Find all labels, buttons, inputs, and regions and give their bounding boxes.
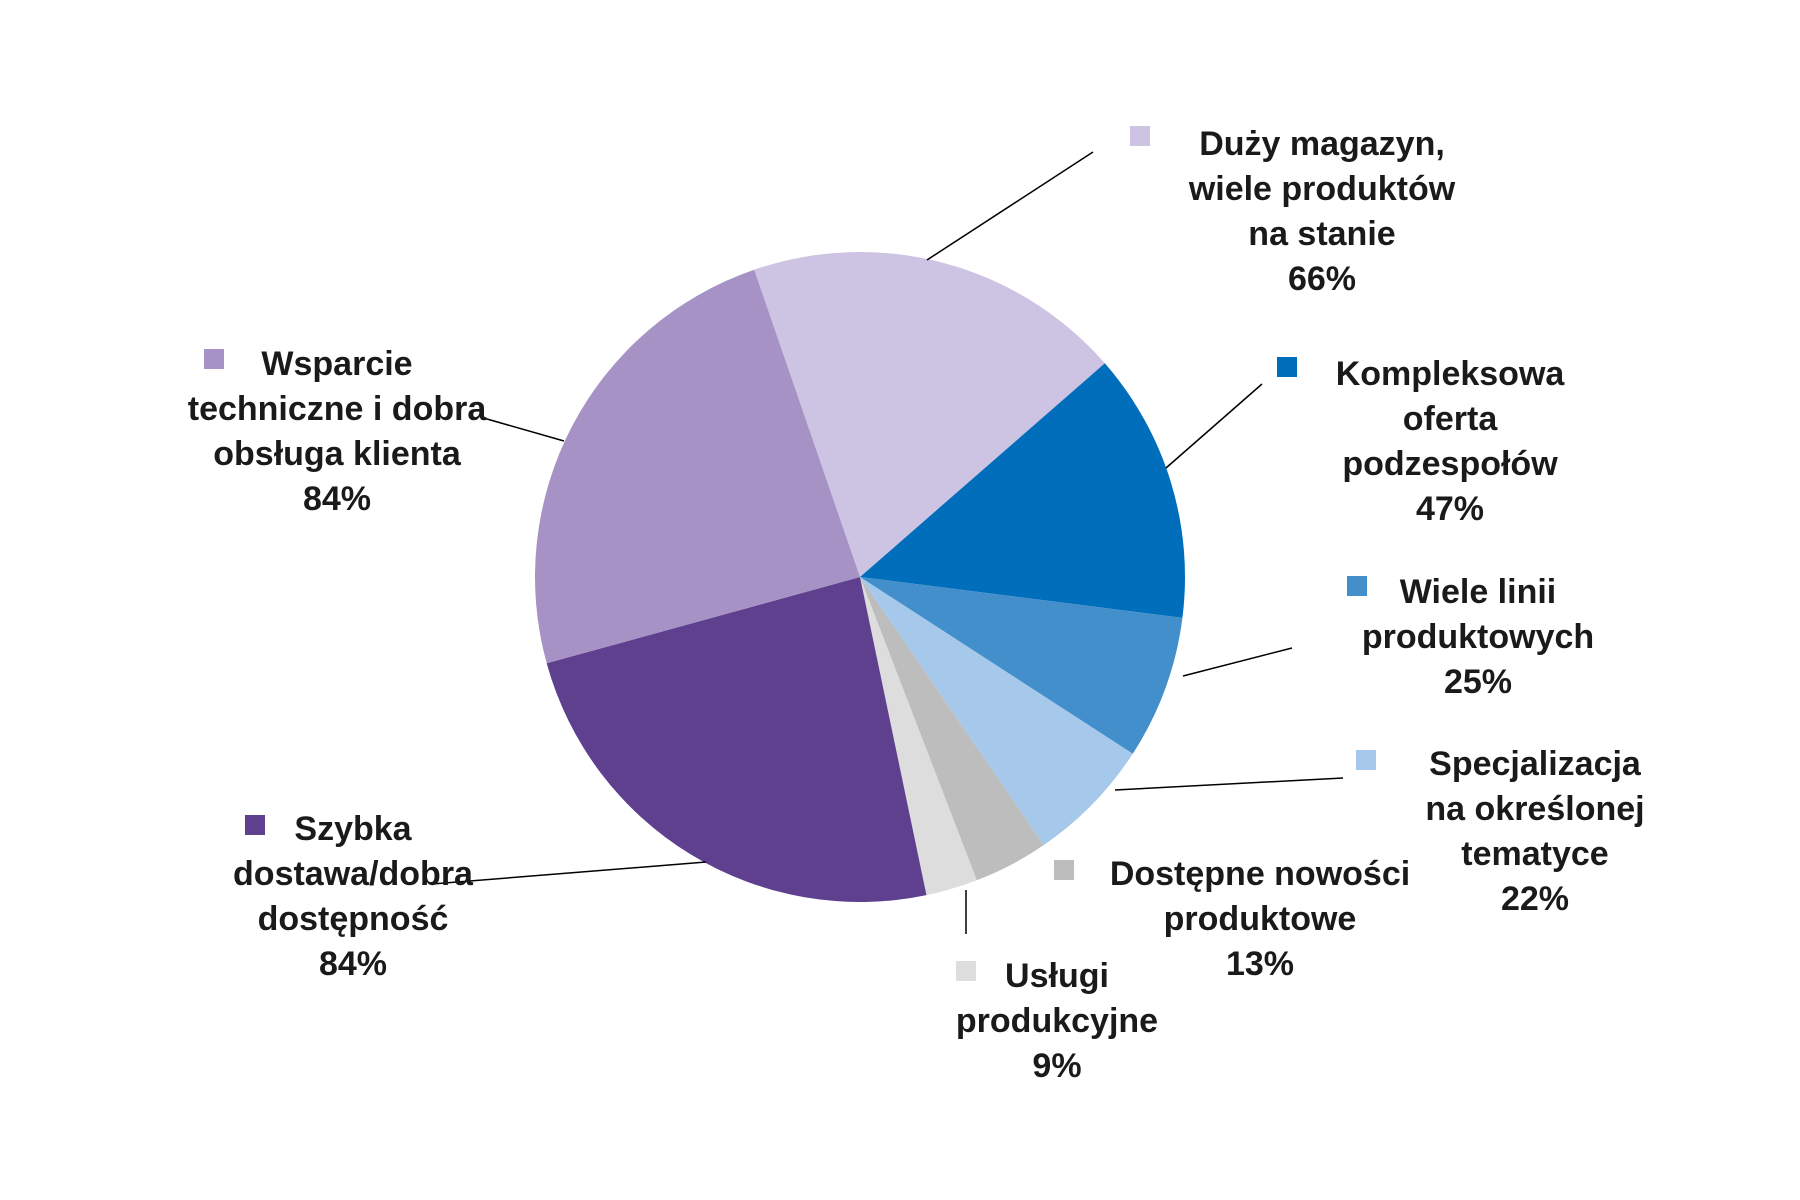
leader-lines — [431, 151, 1344, 934]
data-label-text: produktowe — [1164, 900, 1357, 938]
data-label-text: techniczne i dobra — [188, 390, 488, 428]
pie-slices — [535, 252, 1185, 902]
legend-key — [956, 961, 976, 981]
data-label-text: Usługi — [1005, 957, 1109, 995]
pie-slice — [546, 577, 927, 902]
legend-key — [1277, 357, 1297, 377]
legend-key — [1347, 576, 1367, 596]
data-label-text: Specjalizacja — [1429, 745, 1642, 783]
pie-slice — [754, 252, 1105, 578]
data-label-value: 13% — [1226, 945, 1294, 983]
data-label: Usługi produkcyjne 9% — [956, 957, 1158, 1085]
leader-line — [1114, 777, 1344, 791]
leader-line — [1165, 383, 1263, 469]
data-label-text: na stanie — [1248, 215, 1395, 253]
legend-key — [1130, 126, 1150, 146]
data-label-text: dostępność — [258, 900, 449, 938]
data-label-text: dostawa/dobra — [233, 855, 474, 893]
data-label-text: oferta — [1403, 400, 1499, 438]
pie-slice — [860, 577, 1044, 881]
pie-slice — [860, 577, 1133, 846]
data-label-text: tematyce — [1461, 835, 1608, 873]
leader-line — [926, 151, 1094, 261]
data-label-text: Dostępne nowości — [1110, 855, 1410, 893]
data-label-value: 66% — [1288, 260, 1356, 298]
data-label: Wsparcie techniczne i dobra obsługa klient… — [188, 345, 488, 518]
pie-slice — [860, 577, 1183, 754]
leader-line — [431, 861, 707, 885]
data-label: Szybka dostawa/dobra dostępność 84% — [233, 810, 474, 983]
data-label-value: 84% — [319, 945, 387, 983]
leader-line — [479, 416, 565, 442]
data-label-text: produktowych — [1362, 618, 1594, 656]
data-label-value: 47% — [1416, 490, 1484, 528]
data-label-text: na określonej — [1425, 790, 1644, 828]
legend-key — [204, 349, 224, 369]
data-label-text: wiele produktów — [1188, 170, 1456, 208]
legend-key — [1054, 860, 1074, 880]
data-label-value: 25% — [1444, 663, 1512, 701]
data-label: Specjalizacja na określonej tematyce 22% — [1356, 745, 1645, 918]
data-label: Wiele linii produktowych 25% — [1347, 573, 1594, 701]
data-label-text: Szybka — [294, 810, 412, 848]
data-label-text: obsługa klienta — [213, 435, 462, 473]
legend-key — [245, 815, 265, 835]
data-label-text: Wsparcie — [261, 345, 412, 383]
data-labels: Duży magazyn, wiele produktów na stanie 66%… — [188, 125, 1645, 1085]
pie-slice — [860, 363, 1185, 618]
data-label: Dostępne nowości produktowe 13% — [1054, 855, 1410, 983]
data-label-value: 84% — [303, 480, 371, 518]
data-label: Kompleksowa oferta podzespołów 47% — [1277, 355, 1565, 528]
legend-key — [1356, 750, 1376, 770]
data-label-text: produkcyjne — [956, 1002, 1158, 1040]
data-label-value: 9% — [1032, 1047, 1081, 1085]
leader-line — [1182, 647, 1293, 677]
data-label-text: Wiele linii — [1400, 573, 1557, 611]
data-label: Duży magazyn, wiele produktów na stanie 66% — [1130, 125, 1456, 298]
data-label-value: 22% — [1501, 880, 1569, 918]
data-label-text: podzespołów — [1342, 445, 1558, 483]
data-label-text: Kompleksowa — [1336, 355, 1566, 393]
data-label-text: Duży magazyn, — [1199, 125, 1445, 163]
pie-slice — [535, 269, 860, 664]
pie-slice — [860, 577, 977, 896]
